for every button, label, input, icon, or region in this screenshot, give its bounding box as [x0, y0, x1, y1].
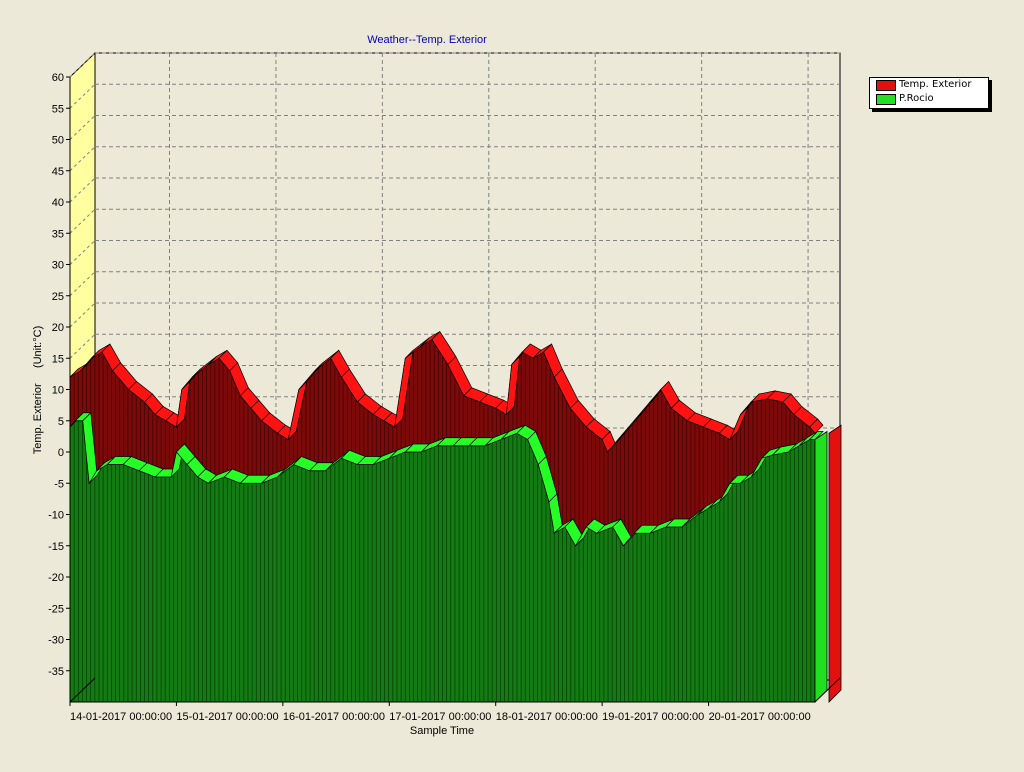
legend-swatch-temp-exterior — [876, 80, 896, 91]
y-tick-label: 50 — [52, 135, 64, 147]
y-tick-label: 5 — [58, 416, 64, 428]
y-tick-label: 15 — [52, 353, 64, 365]
x-axis: 14-01-2017 00:00:00 15-01-2017 00:00:00 16… — [69, 677, 841, 723]
chart-title: Weather--Temp. Exterior — [367, 34, 487, 46]
x-tick-label: 16-01-2017 00:00:00 — [283, 711, 385, 723]
x-tick-label: 18-01-2017 00:00:00 — [496, 711, 598, 723]
y-tick-label: -25 — [48, 603, 64, 615]
legend-label-p-rocio: P.Rocio — [899, 93, 934, 104]
y-tick-label: 55 — [52, 103, 64, 115]
floor-edge — [69, 677, 96, 703]
series-ribbon-1 — [808, 431, 824, 440]
y-tick-label: -15 — [48, 541, 64, 553]
y-tick-label: 35 — [52, 228, 64, 240]
series-layer — [69, 330, 842, 703]
y-tick-label: -30 — [48, 635, 64, 647]
y-tick-label: -5 — [54, 478, 64, 490]
x-axis-depth — [814, 677, 841, 703]
legend-item-p-rocio: P.Rocio — [870, 92, 988, 106]
y-axis: 605550454035302520151050-5-10-15-20-25-3… — [48, 72, 71, 702]
y-tick-label: 30 — [52, 260, 64, 272]
series-end-face-1 — [814, 430, 828, 703]
x-tick-label: 15-01-2017 00:00:00 — [176, 711, 278, 723]
y-tick-label: 10 — [52, 385, 64, 397]
y-tick-label: -35 — [48, 666, 64, 678]
x-axis-label: Sample Time — [410, 725, 474, 737]
x-tick-label: 14-01-2017 00:00:00 — [70, 711, 172, 723]
y-tick-label: 25 — [52, 291, 64, 303]
x-tick-label: 17-01-2017 00:00:00 — [389, 711, 491, 723]
x-tick-label: 19-01-2017 00:00:00 — [602, 711, 704, 723]
legend-swatch-p-rocio — [876, 94, 896, 105]
legend: Temp. Exterior P.Rocio — [869, 77, 989, 109]
legend-item-temp-exterior: Temp. Exterior — [870, 78, 988, 92]
y-axis-label: Temp. Exterior (Unit:°C) — [32, 326, 44, 454]
y-tick-label: 60 — [52, 72, 64, 84]
y-tick-label: 20 — [52, 322, 64, 334]
x-tick-label: 20-01-2017 00:00:00 — [709, 711, 811, 723]
y-tick-label: 0 — [58, 447, 64, 459]
y-tick-label: 45 — [52, 166, 64, 178]
legend-label-temp-exterior: Temp. Exterior — [899, 79, 972, 90]
series-1 — [69, 411, 828, 703]
series-ribbon-0 — [809, 418, 824, 434]
y-tick-label: 40 — [52, 197, 64, 209]
y-tick-label: -10 — [48, 510, 64, 522]
series-end-face-0 — [828, 424, 842, 703]
y-tick-label: -20 — [48, 572, 64, 584]
